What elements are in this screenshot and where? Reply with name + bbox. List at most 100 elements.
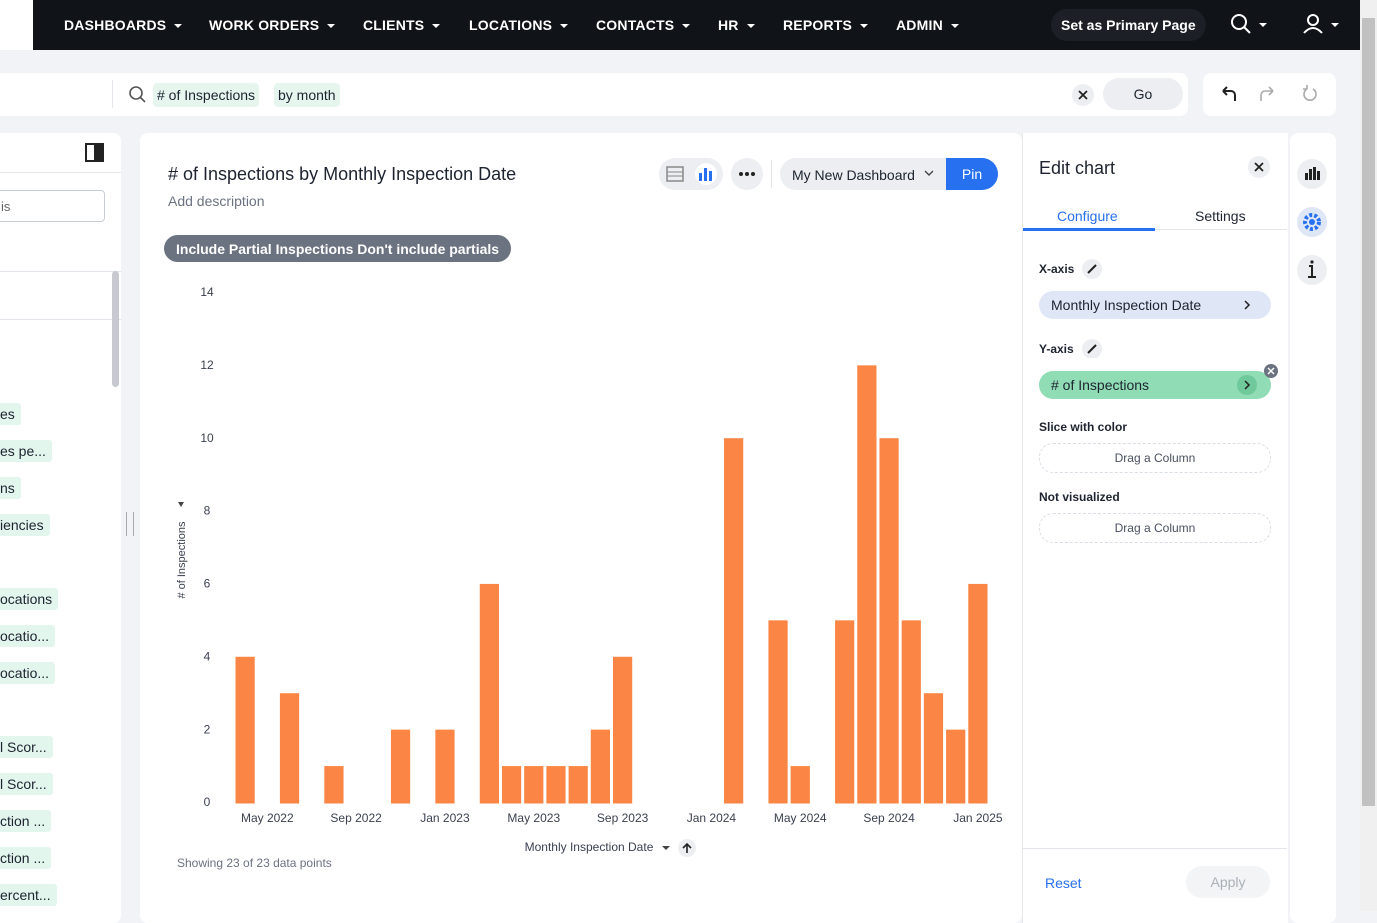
y-tick-label: 10 [200, 431, 214, 445]
edit-panel [1022, 133, 1288, 923]
sidebar-item[interactable]: ocations [0, 588, 59, 610]
bar [901, 620, 921, 804]
divider [0, 271, 121, 272]
bar [968, 583, 988, 804]
y-tick-label: 6 [204, 577, 211, 591]
search-icon [129, 86, 146, 103]
bar [435, 729, 455, 804]
divider [1023, 229, 1287, 230]
y-tick-label: 4 [204, 649, 211, 663]
section-label: Y-axis [1039, 342, 1074, 356]
nav-item[interactable]: LOCATIONS [469, 17, 568, 33]
x-tick-label: Sep 2022 [330, 811, 382, 825]
bar [768, 620, 788, 804]
chart-description[interactable]: Add description [168, 193, 265, 209]
sidebar-item[interactable]: ns [0, 477, 21, 499]
bar [235, 656, 255, 804]
nav-item[interactable]: CLIENTS [363, 17, 440, 33]
bar [479, 583, 499, 804]
chip-icons[interactable] [1236, 295, 1282, 401]
sidebar-scrollbar[interactable] [112, 271, 119, 387]
filter-chip[interactable]: Include Partial Inspections Don't includ… [164, 235, 512, 262]
bar [612, 656, 633, 804]
dashboard-name[interactable]: My New Dashboard [792, 167, 915, 183]
scrollbar-thumb[interactable] [1362, 18, 1375, 806]
sidebar-item[interactable]: ercent... [0, 884, 57, 906]
sidebar-item[interactable]: es pe... [0, 440, 52, 462]
bar [724, 438, 744, 804]
nav-icons[interactable] [1228, 12, 1348, 38]
nav-item[interactable]: HR [718, 17, 755, 33]
sidebar-item[interactable]: ocatio... [0, 662, 56, 684]
bar [501, 766, 522, 804]
view-icons[interactable] [664, 163, 720, 185]
edit-icons[interactable] [1081, 258, 1103, 358]
panel-toggle[interactable] [85, 143, 105, 163]
drop-slot[interactable]: Drag a Column [1039, 513, 1271, 543]
x-tick-label: Jan 2023 [420, 811, 470, 825]
x-axis-title: Monthly Inspection Date [525, 840, 654, 854]
nav-item[interactable]: WORK ORDERS [209, 17, 335, 33]
section-label: Slice with color [1039, 420, 1128, 434]
sidebar-item[interactable]: l Scor... [0, 773, 53, 795]
pin-button[interactable]: Pin [946, 158, 998, 190]
y-tick-label: 8 [204, 504, 211, 518]
go-button[interactable]: Go [1103, 78, 1183, 110]
y-axis-title: # of Inspections [176, 521, 188, 599]
more-button[interactable] [731, 158, 763, 190]
resize-handle[interactable] [126, 512, 134, 536]
search-token[interactable]: # of Inspections [153, 83, 260, 107]
nav-item[interactable]: CONTACTS [596, 17, 690, 33]
edit-title: Edit chart [1039, 158, 1116, 178]
dashboard-select[interactable] [780, 158, 950, 190]
bar [835, 620, 855, 804]
sidebar-item[interactable]: ction ... [0, 847, 52, 869]
y-tick-label: 14 [200, 285, 214, 299]
close-button[interactable] [1247, 155, 1271, 179]
clear-button[interactable] [1071, 83, 1095, 107]
x-tick-label: May 2022 [241, 811, 294, 825]
x-tick-label: May 2023 [507, 811, 560, 825]
active-tab-indicator [1023, 228, 1155, 231]
divider [0, 172, 121, 173]
bar [546, 766, 566, 804]
y-axis-chip[interactable]: # of Inspections [1039, 371, 1271, 399]
bar [790, 766, 810, 804]
tab[interactable]: Configure [1057, 208, 1118, 224]
tab[interactable]: Settings [1195, 208, 1246, 224]
divider [771, 160, 772, 188]
sidebar-item[interactable]: ction ... [0, 810, 52, 832]
bar [857, 365, 877, 804]
nav-item[interactable]: REPORTS [783, 17, 868, 33]
y-tick-label: 0 [204, 795, 211, 809]
primary-page-button[interactable]: Set as Primary Page [1051, 9, 1206, 41]
apply-button[interactable]: Apply [1186, 866, 1270, 898]
history-icons[interactable] [1215, 83, 1325, 107]
sidebar-item[interactable]: l Scor... [0, 736, 53, 758]
sort-arrow [682, 842, 692, 853]
reset-button[interactable]: Reset [1045, 875, 1082, 891]
chart-title: # of Inspections by Monthly Inspection D… [168, 164, 517, 184]
x-axis-chip[interactable]: Monthly Inspection Date [1039, 291, 1271, 319]
logo[interactable] [0, 0, 33, 50]
sidebar-search[interactable]: is [0, 190, 105, 222]
y-tick-label: 12 [200, 358, 214, 372]
x-tick-label: May 2024 [774, 811, 827, 825]
nav-item[interactable]: ADMIN [896, 17, 959, 33]
search-token[interactable]: by month [274, 83, 340, 107]
bar [324, 766, 344, 804]
toolbar-icons[interactable] [1296, 158, 1330, 288]
bar [390, 729, 411, 804]
sidebar-item[interactable]: ocatio... [0, 625, 56, 647]
sidebar-item[interactable]: es [0, 403, 21, 425]
sidebar-item[interactable]: iencies [0, 514, 50, 536]
nav-item[interactable]: DASHBOARDS [64, 17, 182, 33]
divider [0, 319, 121, 320]
dropdown-caret [924, 170, 934, 176]
drop-slot[interactable]: Drag a Column [1039, 443, 1271, 473]
divider [1023, 848, 1287, 849]
chart: 0 2 4 6 8 10 12 14 May 2022 Sep 2022 Jan 2023 May 2… [176, 285, 1003, 857]
sort-caret [662, 846, 670, 850]
section-label: Not visualized [1039, 490, 1120, 504]
